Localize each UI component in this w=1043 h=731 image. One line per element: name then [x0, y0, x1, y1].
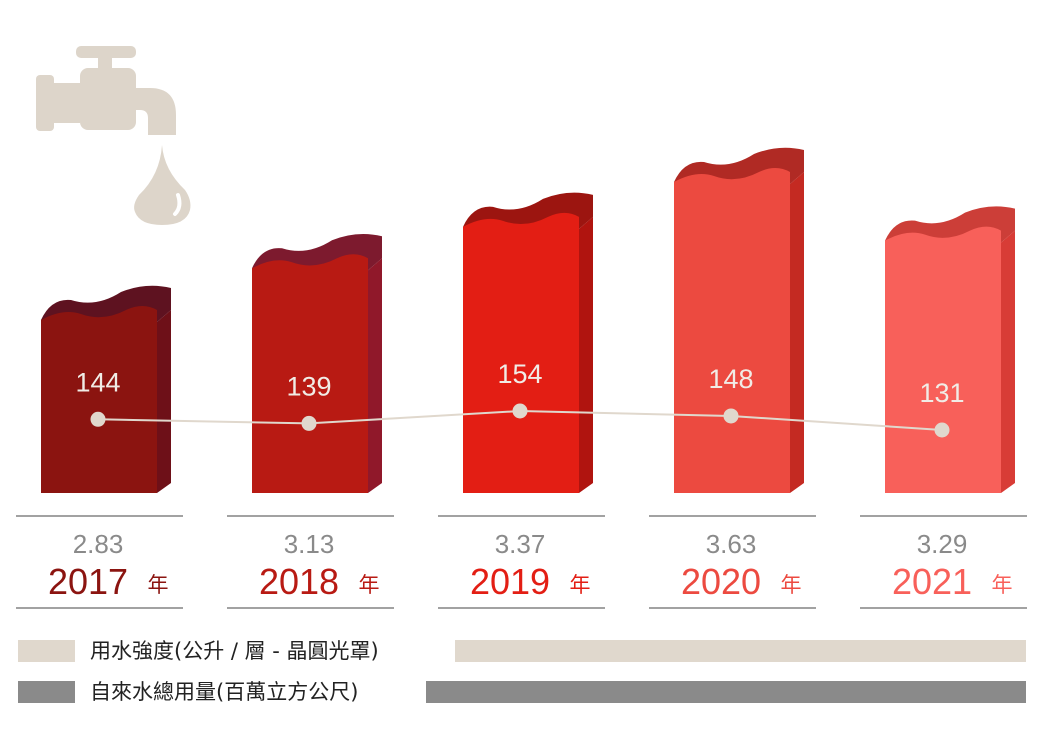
year-label-2018: 2018 — [259, 561, 339, 602]
legend-bar-total — [426, 681, 1026, 703]
legend-swatch-intensity — [18, 640, 75, 662]
year-suffix: 年 — [359, 573, 380, 597]
intensity-value-label: 148 — [708, 364, 753, 394]
bars-layer — [41, 147, 1015, 493]
intensity-point — [512, 403, 528, 419]
intensity-value-label: 144 — [75, 367, 120, 397]
year-suffix: 年 — [570, 573, 591, 597]
total-usage-value: 3.13 — [284, 529, 335, 559]
legend-label-total: 自來水總用量(百萬立方公尺) — [90, 677, 369, 707]
bar-2020 — [674, 168, 790, 493]
bar-side — [579, 216, 593, 493]
bar-side — [157, 310, 171, 493]
total-usage-value: 2.83 — [73, 529, 124, 559]
year-label-2021: 2021 — [892, 561, 972, 602]
faucet-icon — [36, 46, 176, 135]
year-label-2017: 2017 — [48, 561, 128, 602]
year-label-2019: 2019 — [470, 561, 550, 602]
intensity-point — [301, 415, 317, 431]
bar-2021 — [885, 226, 1001, 493]
intensity-point — [723, 408, 739, 424]
intensity-line-layer — [90, 403, 950, 438]
year-suffix: 年 — [992, 573, 1013, 597]
bar-side — [790, 172, 804, 493]
bar-side — [1001, 230, 1015, 493]
intensity-value-label: 154 — [497, 359, 542, 389]
total-usage-value: 3.29 — [917, 529, 968, 559]
intensity-value-label: 139 — [286, 371, 331, 401]
bar-side — [368, 258, 382, 493]
bar-2018 — [252, 254, 368, 493]
legend-label-intensity: 用水強度(公升 / 層 - 晶圓光罩) — [90, 636, 389, 666]
total-usage-value: 3.37 — [495, 529, 546, 559]
intensity-point — [934, 422, 950, 438]
legend-total: 自來水總用量(百萬立方公尺) — [18, 677, 1026, 707]
intensity-value-label: 131 — [919, 378, 964, 408]
water-droplet-icon — [134, 145, 191, 225]
intensity-point — [90, 411, 106, 427]
year-suffix: 年 — [781, 573, 802, 597]
legend-bar-intensity — [455, 640, 1026, 662]
legend-intensity: 用水強度(公升 / 層 - 晶圓光罩) — [18, 636, 1026, 666]
bar-2017 — [41, 306, 157, 493]
bar-2019 — [463, 212, 579, 493]
total-usage-value: 3.63 — [706, 529, 757, 559]
year-label-2020: 2020 — [681, 561, 761, 602]
legend-swatch-total — [18, 681, 75, 703]
year-suffix: 年 — [148, 573, 169, 597]
